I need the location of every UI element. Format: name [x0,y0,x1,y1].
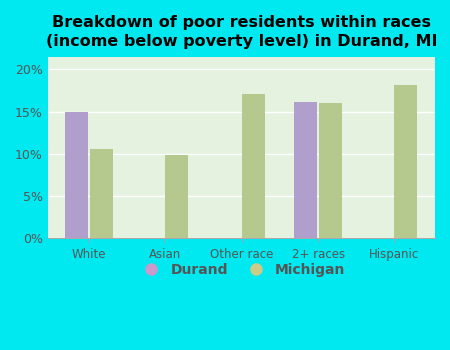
Legend: Durand, Michigan: Durand, Michigan [131,257,351,282]
Bar [166,155,188,238]
Bar [65,112,88,238]
Bar [319,103,342,238]
Bar [395,85,418,238]
Title: Breakdown of poor residents within races
(income below poverty level) in Durand,: Breakdown of poor residents within races… [45,15,437,49]
Bar [242,94,265,238]
Bar [294,102,317,238]
Bar [90,149,112,238]
